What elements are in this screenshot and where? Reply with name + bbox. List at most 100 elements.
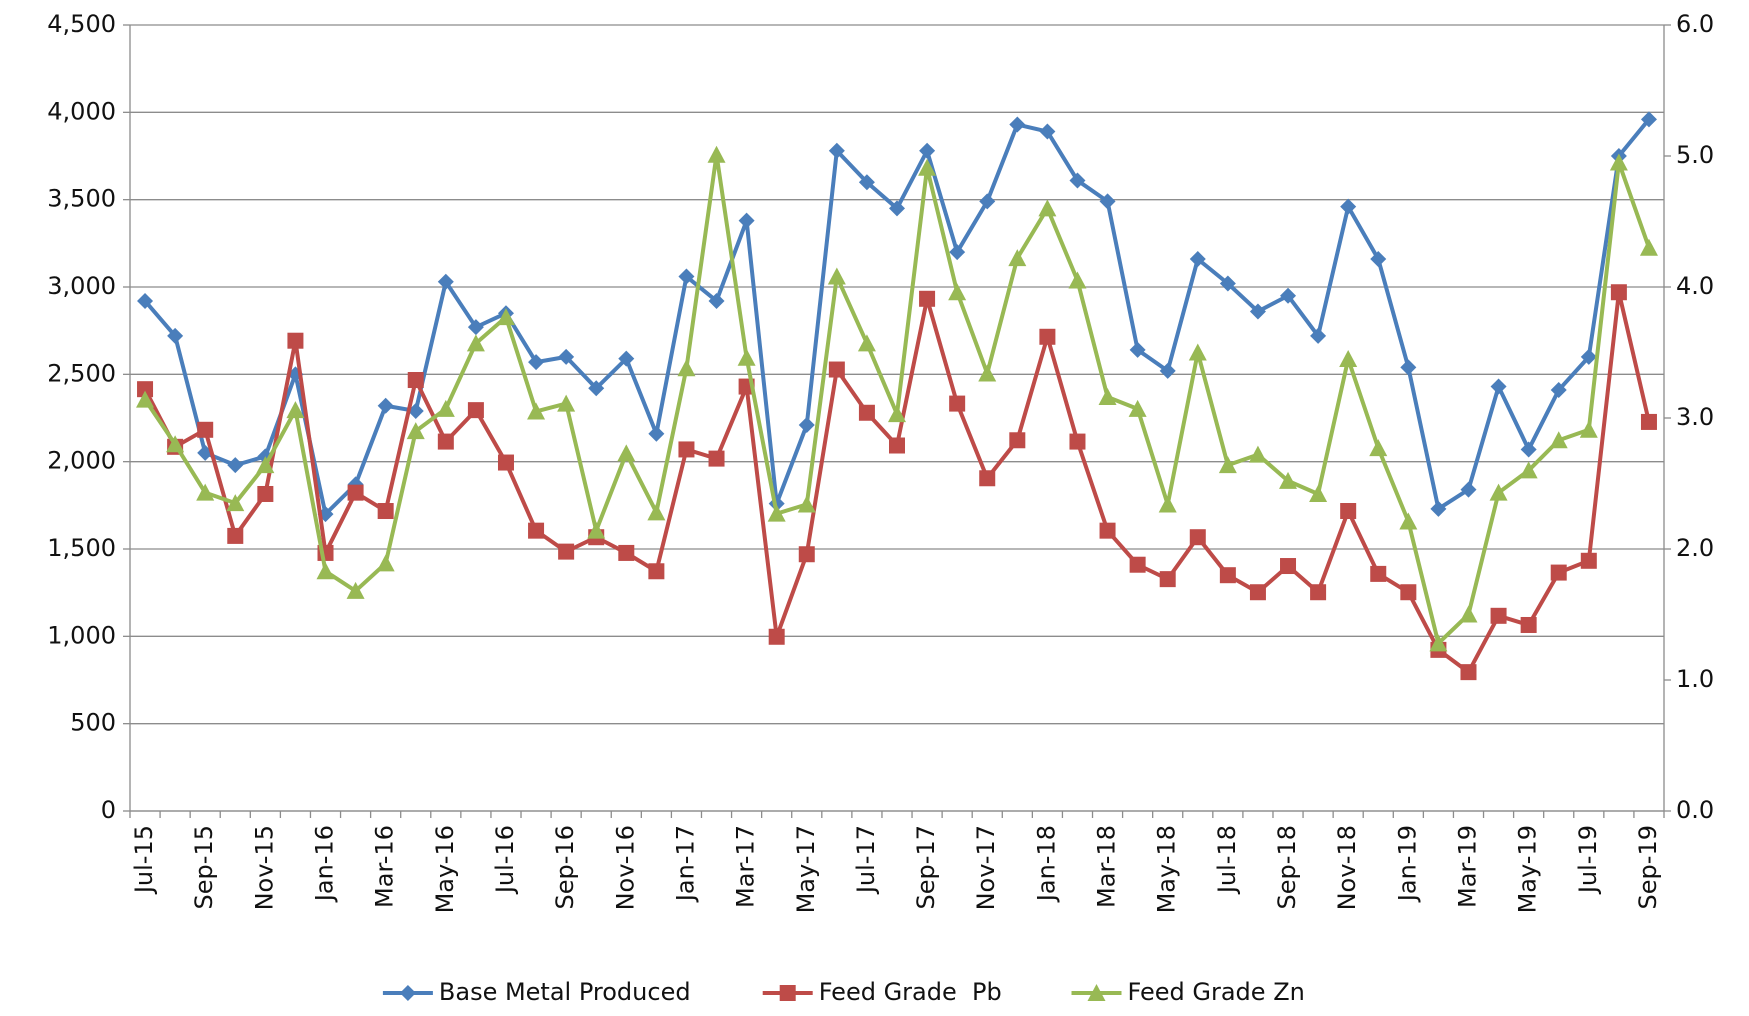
- data-point: [558, 348, 575, 365]
- data-point: [979, 470, 996, 487]
- legend-label: Feed Grade Pb: [819, 978, 1002, 1006]
- data-point: [1158, 495, 1177, 513]
- x-tick-label: Jul-16: [491, 825, 519, 895]
- x-tick-label: Mar-19: [1453, 825, 1481, 908]
- data-point: [1218, 456, 1237, 474]
- data-point: [166, 435, 185, 453]
- data-point: [677, 359, 696, 377]
- data-point: [918, 158, 937, 176]
- data-point: [558, 543, 575, 560]
- data-point: [1039, 123, 1056, 140]
- y-tick-label: 1,000: [47, 621, 116, 649]
- series-line: [143, 118, 1651, 517]
- data-point: [167, 327, 184, 344]
- data-point: [1008, 249, 1027, 267]
- x-tick-label: Jan-17: [671, 825, 699, 903]
- data-point: [227, 457, 244, 474]
- data-point: [1550, 382, 1567, 399]
- x-tick-label: Jan-18: [1032, 825, 1060, 903]
- data-point: [949, 395, 966, 412]
- data-point: [527, 402, 546, 420]
- data-point: [496, 308, 515, 326]
- data-point: [528, 354, 545, 371]
- data-point: [1640, 111, 1657, 128]
- x-tick-label: Sep-19: [1634, 825, 1662, 909]
- data-point: [196, 483, 215, 501]
- data-point: [858, 404, 875, 421]
- data-point: [1580, 348, 1597, 365]
- x-tick-label: May-18: [1153, 825, 1181, 913]
- data-point: [1399, 512, 1418, 530]
- data-point: [136, 390, 155, 408]
- data-point: [1159, 362, 1176, 379]
- x-tick-label: Jul-17: [852, 825, 880, 895]
- data-point: [137, 381, 154, 398]
- data-point: [1219, 567, 1236, 584]
- series-line: [143, 152, 1651, 646]
- x-tick-label: Mar-18: [1093, 825, 1121, 908]
- data-point: [1219, 275, 1236, 292]
- data-point: [1460, 664, 1477, 681]
- data-point: [588, 380, 605, 397]
- x-tick-label: Jul-15: [130, 825, 158, 895]
- y-tick-label: 0: [101, 796, 116, 824]
- series-line: [143, 290, 1651, 675]
- data-point: [678, 268, 695, 285]
- data-point: [648, 563, 665, 580]
- data-point: [1610, 284, 1627, 301]
- data-point: [1248, 445, 1267, 463]
- data-point: [1128, 399, 1147, 417]
- data-point: [1189, 529, 1206, 546]
- y2-tick-label: 6.0: [1676, 10, 1714, 38]
- data-point: [1129, 341, 1146, 358]
- data-point: [1550, 564, 1567, 581]
- data-point: [768, 628, 785, 645]
- legend-label: Feed Grade Zn: [1128, 978, 1305, 1006]
- data-point: [1369, 439, 1388, 457]
- data-point: [978, 364, 997, 382]
- data-point: [919, 142, 936, 159]
- x-tick-label: Nov-15: [250, 825, 278, 910]
- data-point: [1188, 343, 1207, 361]
- data-point: [1009, 432, 1026, 449]
- data-point: [1430, 500, 1447, 517]
- data-point: [1069, 172, 1086, 189]
- data-point: [528, 522, 545, 539]
- data-point: [197, 421, 214, 438]
- data-point: [738, 212, 755, 229]
- data-point: [587, 521, 606, 539]
- data-point: [497, 454, 514, 471]
- data-point: [1279, 471, 1298, 489]
- data-point: [1280, 558, 1297, 575]
- data-point: [1639, 238, 1658, 256]
- data-point: [1400, 359, 1417, 376]
- x-tick-label: Nov-18: [1333, 825, 1361, 910]
- data-point: [648, 425, 665, 442]
- data-point: [226, 494, 245, 512]
- data-point: [1370, 565, 1387, 582]
- y-tick-label: 1,500: [47, 534, 116, 562]
- data-point: [767, 504, 786, 522]
- data-point: [618, 544, 635, 561]
- x-tick-label: Sep-17: [912, 825, 940, 909]
- y-tick-label: 2,500: [47, 359, 116, 387]
- data-point: [437, 273, 454, 290]
- x-tick-label: Mar-17: [732, 825, 760, 908]
- x-tick-label: May-19: [1514, 825, 1542, 913]
- data-point: [889, 437, 905, 454]
- data-point: [1400, 584, 1417, 601]
- data-point: [858, 174, 875, 191]
- data-point: [286, 401, 305, 419]
- data-point: [1129, 556, 1146, 573]
- data-point: [919, 290, 936, 307]
- y2-tick-label: 5.0: [1676, 141, 1714, 169]
- data-point: [708, 450, 725, 467]
- data-point: [437, 433, 454, 450]
- x-tick-label: Jan-16: [311, 825, 339, 903]
- data-point: [467, 402, 484, 419]
- data-point: [1459, 605, 1478, 623]
- data-point: [1068, 271, 1087, 289]
- x-tick-label: Jul-18: [1213, 825, 1241, 895]
- y-tick-label: 3,500: [47, 185, 116, 213]
